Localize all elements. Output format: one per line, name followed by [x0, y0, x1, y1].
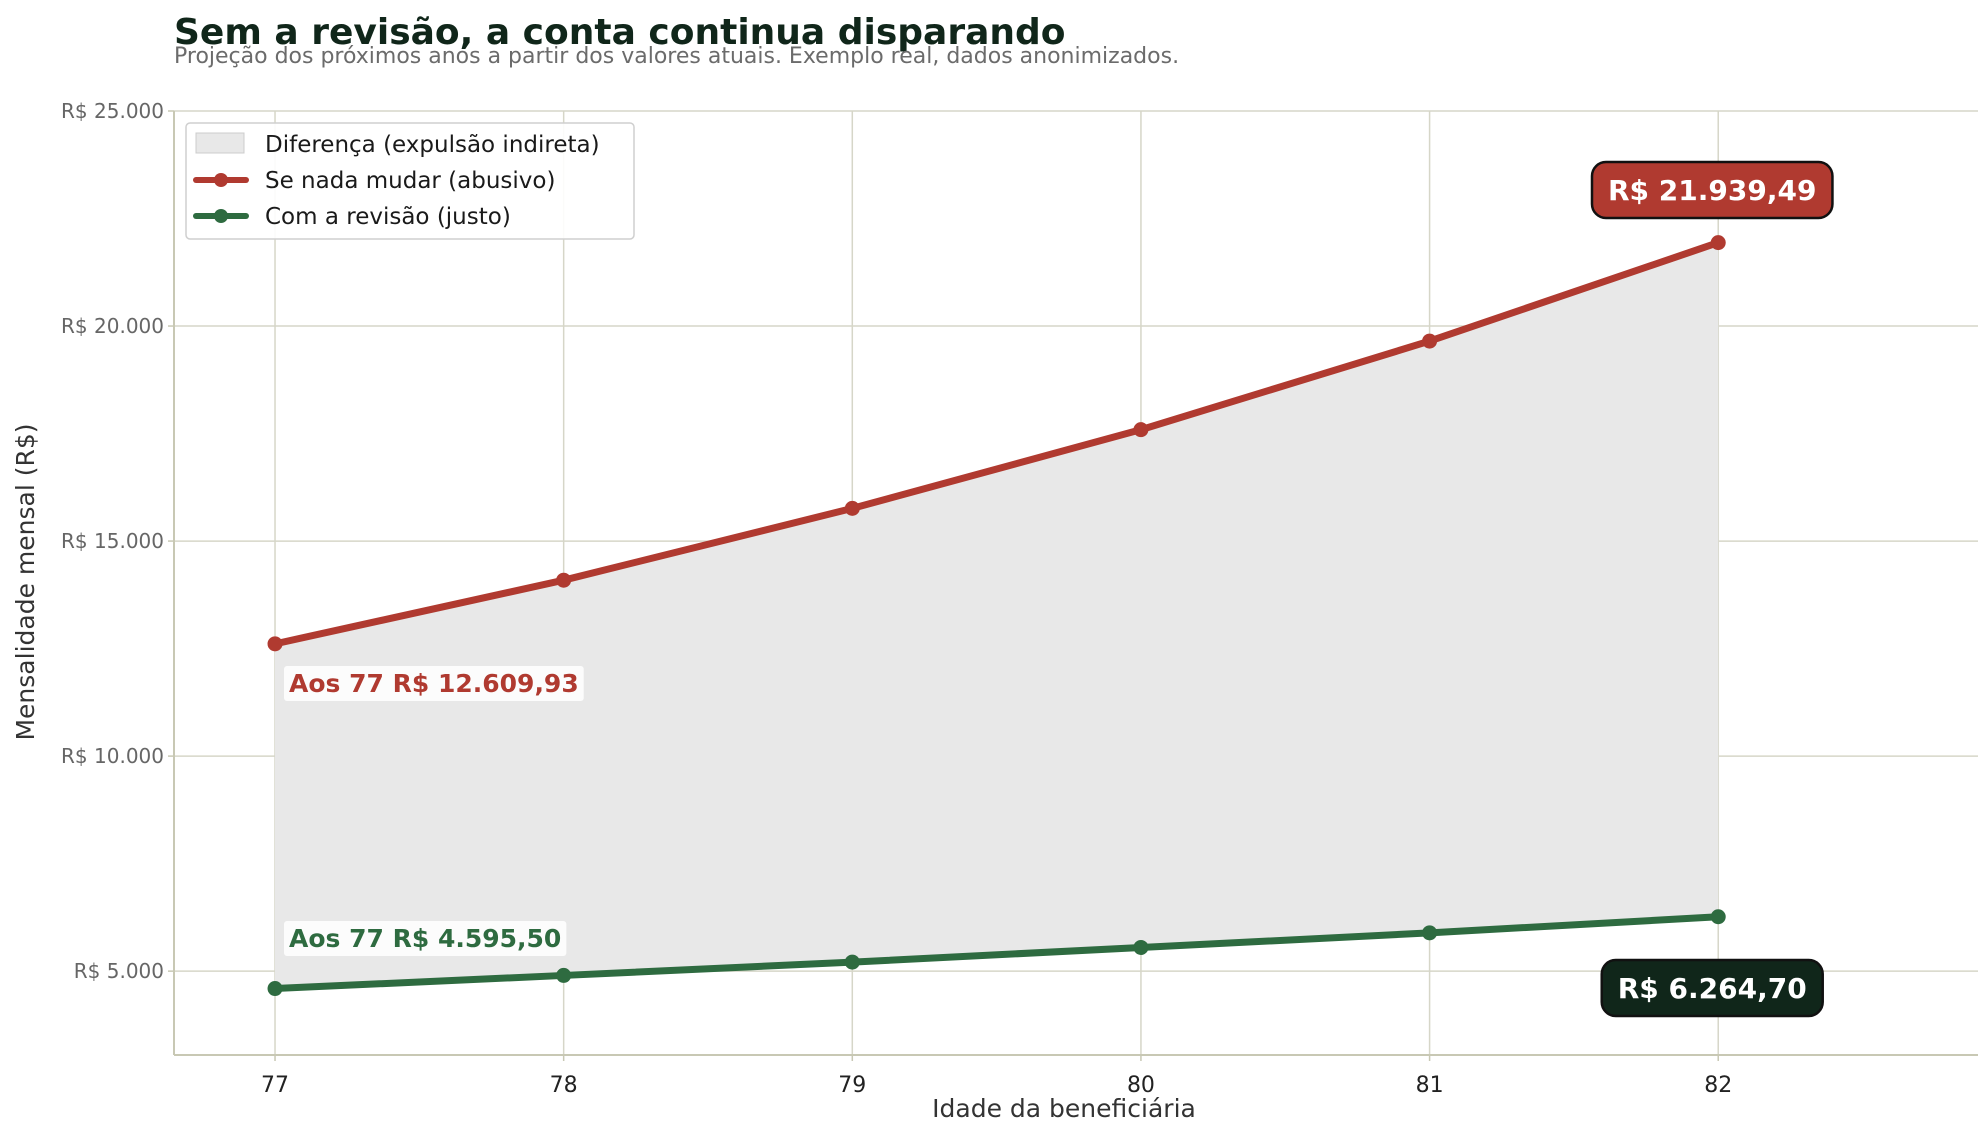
data-point: [1133, 939, 1149, 955]
start-value-annotation-bg: [284, 666, 584, 701]
start-value-annotation-bg: [284, 921, 567, 956]
chart-subtitle: Projeção dos próximos anos a partir dos …: [174, 44, 1179, 69]
end-value-annotation-bg: [1600, 958, 1824, 1018]
start-value-annotation: Aos 77 R$ 4.595,50: [284, 921, 567, 956]
data-point: [267, 981, 283, 997]
y-tick-label: R$ 5.000: [74, 959, 164, 983]
data-point: [556, 572, 572, 588]
legend-marker-fair: [214, 209, 228, 223]
legend: Diferença (expulsão indireta) Se nada mu…: [185, 122, 635, 240]
x-tick-labels: 77 78 79 80 81 82: [261, 1073, 1732, 1098]
data-point: [844, 500, 860, 516]
series-line-0: [271, 239, 1722, 648]
data-point: [1422, 925, 1438, 941]
start-value-annotation-text: Aos 77 R$ 12.609,93: [289, 669, 579, 698]
x-tick-label: 82: [1704, 1073, 1732, 1098]
y-tick-label: R$ 20.000: [61, 314, 164, 338]
end-value-annotation: R$ 6.264,70: [1600, 958, 1824, 1018]
x-tick-label: 77: [261, 1073, 289, 1098]
chart-title: Sem a revisão, a conta continua disparan…: [174, 12, 1066, 53]
data-point: [1710, 909, 1726, 925]
annotations: Aos 77 R$ 12.609,93 Aos 77 R$ 4.595,50 R$ …: [284, 160, 1834, 1018]
end-value-annotation-text: R$ 6.264,70: [1618, 972, 1807, 1005]
y-tick-label: R$ 10.000: [61, 744, 164, 768]
series-layer: [267, 235, 1726, 997]
series-line-1: [271, 913, 1722, 993]
legend-label-fair: Com a revisão (justo): [265, 204, 511, 230]
data-point: [1133, 422, 1149, 438]
end-value-annotation: R$ 21.939,49: [1590, 160, 1834, 220]
legend-swatch-difference: [195, 132, 245, 154]
x-axis-label: Idade da beneficiária: [932, 1094, 1196, 1123]
data-point: [556, 967, 572, 983]
start-value-annotation-text: Aos 77 R$ 4.595,50: [289, 924, 561, 953]
data-point: [267, 636, 283, 652]
data-point: [844, 954, 860, 970]
y-tick-label: R$ 15.000: [61, 529, 164, 553]
end-value-annotation-bg: [1590, 160, 1834, 220]
legend-label-difference: Diferença (expulsão indireta): [265, 132, 600, 158]
x-tick-label: 78: [550, 1073, 578, 1098]
start-value-annotation: Aos 77 R$ 12.609,93: [284, 666, 584, 701]
data-point: [1422, 333, 1438, 349]
y-axis-label: Mensalidade mensal (R$): [11, 423, 40, 740]
x-tick-label: 80: [1127, 1073, 1155, 1098]
difference-fill-area: [275, 242, 1719, 989]
legend-label-abusive: Se nada mudar (abusivo): [265, 168, 555, 194]
legend-frame: [185, 122, 635, 240]
end-value-annotation-text: R$ 21.939,49: [1608, 174, 1816, 207]
x-tick-label: 81: [1416, 1073, 1444, 1098]
axes: [168, 110, 1978, 1061]
data-point: [1710, 235, 1726, 251]
y-tick-labels: R$ 5.000 R$ 10.000 R$ 15.000 R$ 20.000 R$ 25…: [61, 99, 164, 983]
y-tick-label: R$ 25.000: [61, 99, 164, 123]
legend-marker-abusive: [214, 173, 228, 187]
x-tick-label: 79: [838, 1073, 866, 1098]
